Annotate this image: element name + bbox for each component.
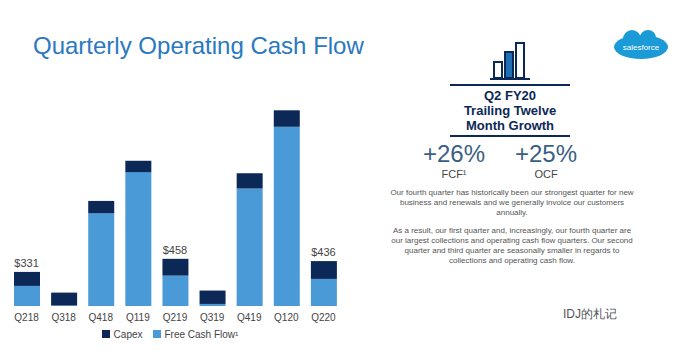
svg-text:$331: $331: [14, 257, 38, 269]
html-text:OCF: OCF: [534, 168, 558, 180]
html-text:Month Growth: Month Growth: [466, 118, 554, 133]
svg-text:$436: $436: [311, 246, 335, 258]
svg-text:Q120: Q120: [274, 312, 299, 323]
html-text:Trailing Twelve: Trailing Twelve: [463, 103, 557, 118]
svg-text:Q319: Q319: [200, 312, 225, 323]
svg-text:Q419: Q419: [237, 312, 262, 323]
html-text:Free Cash Flow¹: Free Cash Flow¹: [164, 329, 239, 340]
svg-text:Q218: Q218: [14, 312, 39, 323]
html-text:Quarterly Operating Cash Flow: Quarterly Operating Cash Flow: [33, 32, 364, 59]
svg-text:Q119: Q119: [126, 312, 150, 323]
svg-text:Q219: Q219: [163, 312, 188, 323]
html-text:Q2 FY20: Q2 FY20: [484, 88, 536, 103]
svg-text:salesforce: salesforce: [623, 43, 660, 52]
html-text:FCF¹: FCF¹: [441, 168, 467, 180]
html-text:Our fourth quarter has histori: Our fourth quarter has historically been…: [390, 188, 634, 217]
html-text:As a result, our first quarter: As a result, our first quarter and, incr…: [391, 226, 633, 265]
svg-text:Q220: Q220: [311, 312, 336, 323]
svg-text:$458: $458: [163, 244, 187, 256]
html-text:+26%: +26%: [423, 140, 485, 167]
svg-text:Q318: Q318: [51, 312, 76, 323]
html-text:Capex: Capex: [113, 329, 143, 340]
svg-text:Q418: Q418: [89, 312, 114, 323]
html-text:IDJ的札记: IDJ的札记: [563, 307, 617, 321]
html-text:+25%: +25%: [515, 140, 577, 167]
